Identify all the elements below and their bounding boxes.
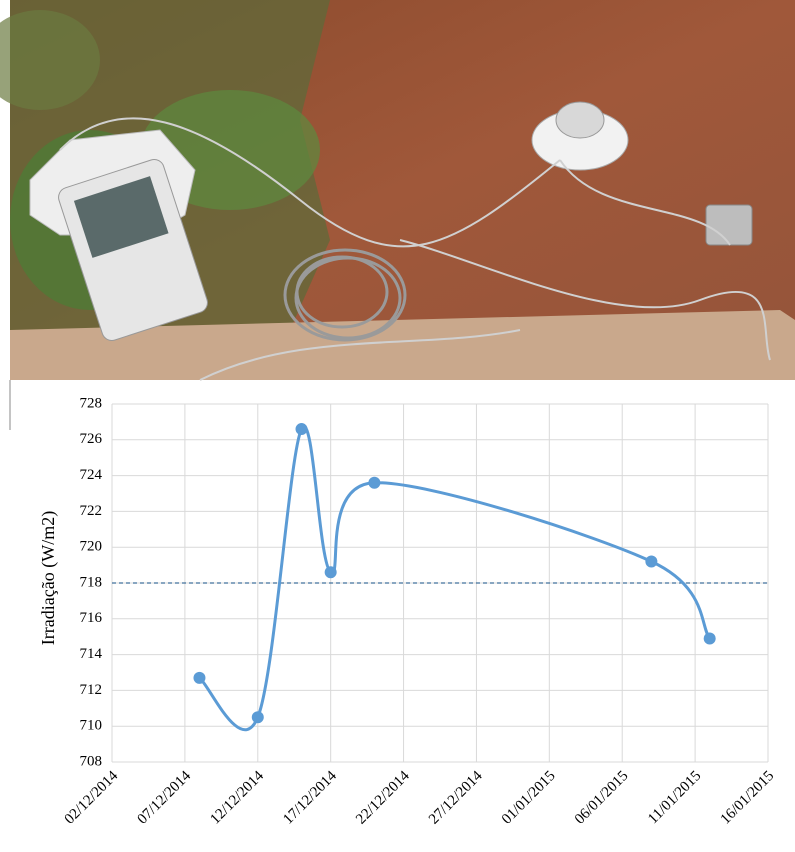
point (368, 476, 381, 489)
x-tick-label: 22/12/2014 (353, 768, 413, 828)
x-tick-label: 02/12/2014 (62, 768, 122, 828)
cables (59, 117, 771, 381)
x-tick-label: 06/01/2015 (572, 768, 632, 828)
curb (10, 310, 795, 380)
grass (0, 10, 100, 110)
point (703, 632, 716, 645)
y-tick-label: 722 (80, 503, 103, 519)
x-tick-label: 27/12/2014 (426, 768, 486, 828)
y-tick-label: 710 (80, 718, 103, 734)
logger (705, 204, 753, 246)
y-axis-label: Irradiação (W/m2) (38, 511, 59, 645)
point (645, 555, 658, 568)
y-tick-label: 724 (80, 467, 103, 483)
x-tick-label: 07/12/2014 (135, 768, 195, 828)
x-tick-label: 16/01/2015 (718, 768, 778, 828)
point (251, 711, 264, 724)
plot-area: 708 710 712 714 716 718 720 722 724 726 728 02/12/2… (62, 395, 778, 827)
sensor-dome (555, 101, 605, 139)
series-line (198, 425, 711, 732)
point (193, 671, 206, 684)
y-tick-label: 720 (80, 539, 103, 555)
y-tick-label: 716 (80, 610, 103, 626)
photo (0, 0, 795, 381)
y-tick-label: 714 (80, 646, 103, 662)
y-tick-label: 726 (80, 431, 103, 447)
x-tick-label: 17/12/2014 (280, 768, 340, 828)
meter-screen (73, 176, 169, 258)
y-tick-label: 718 (80, 574, 103, 590)
y-tick-label: 708 (80, 753, 103, 769)
x-tick-label: 12/12/2014 (207, 768, 267, 828)
point (324, 566, 337, 579)
x-tick-label: 01/01/2015 (499, 768, 559, 828)
x-tick-label: 11/01/2015 (645, 768, 704, 827)
y-tick-label: 712 (80, 682, 103, 698)
cable-coil (283, 248, 407, 342)
y-tick-label: 728 (80, 395, 103, 411)
point (295, 423, 308, 436)
